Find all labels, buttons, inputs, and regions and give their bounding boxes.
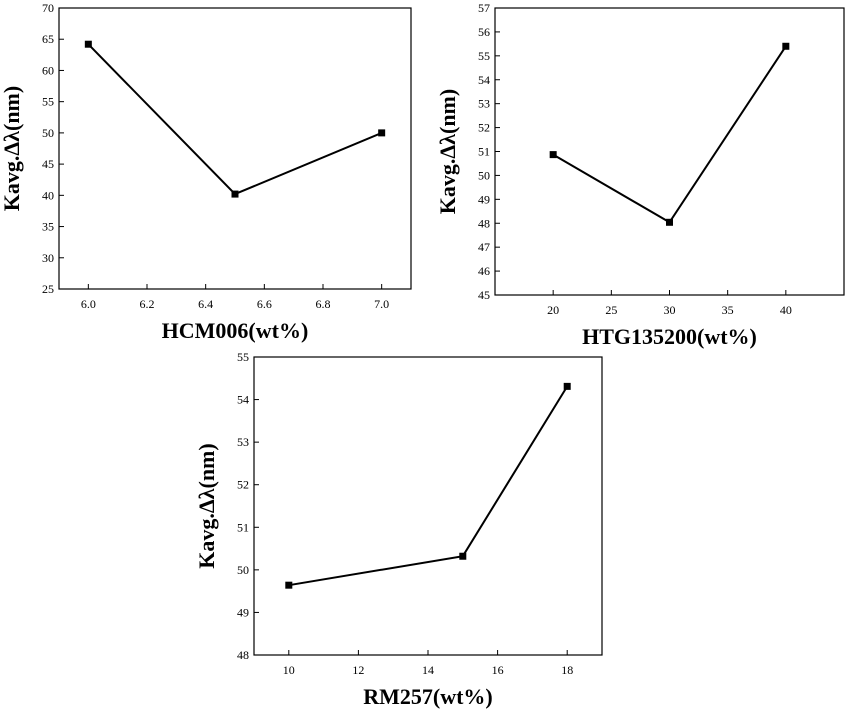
plot-frame <box>253 356 603 656</box>
y-tick-label: 70 <box>42 1 54 15</box>
x-axis-title: HTG135200(wt%) <box>582 324 757 349</box>
x-tick-label: 6.8 <box>316 297 331 311</box>
y-tick-label: 47 <box>478 240 490 254</box>
y-tick-label: 53 <box>478 97 490 111</box>
x-tick-label: 7.0 <box>374 297 389 311</box>
data-point <box>285 581 293 589</box>
y-tick-label: 53 <box>237 435 249 449</box>
y-tick-label: 40 <box>42 188 54 202</box>
y-tick-label: 30 <box>42 251 54 265</box>
y-tick-label: 56 <box>478 25 490 39</box>
y-tick-label: 46 <box>478 264 490 278</box>
y-tick-label: 51 <box>478 145 490 159</box>
y-tick-label: 25 <box>42 282 54 296</box>
y-tick-label: 55 <box>42 95 54 109</box>
x-tick-label: 30 <box>664 303 676 317</box>
y-tick-label: 60 <box>42 63 54 77</box>
y-tick-label: 52 <box>478 121 490 135</box>
x-tick-label: 18 <box>561 663 573 677</box>
series-line <box>552 45 787 224</box>
x-tick-label: 25 <box>605 303 617 317</box>
y-tick-label: 50 <box>237 563 249 577</box>
y-tick-label: 51 <box>237 520 249 534</box>
y-tick-label: 54 <box>237 393 249 407</box>
y-axis-title: Kavg.Δλ(nm) <box>0 86 24 211</box>
y-tick-label: 35 <box>42 220 54 234</box>
chart-rm257: 10 12 14 16 18 48 49 50 51 52 53 54 55 RM257(wt%) Kavg… <box>194 350 603 709</box>
x-tick-label: 10 <box>283 663 295 677</box>
data-point <box>459 552 467 560</box>
series-line <box>288 385 569 587</box>
y-tick-label: 45 <box>478 288 490 302</box>
y-tick-label: 52 <box>237 478 249 492</box>
y-tick-label: 54 <box>478 73 490 87</box>
x-tick-label: 35 <box>722 303 734 317</box>
data-point <box>231 190 239 198</box>
y-axis-title: Kavg.Δλ(nm) <box>194 443 219 568</box>
chart-htg135200: 20 25 30 35 40 45 46 47 48 49 50 51 52 53 54 55 56 57 HTG1… <box>435 1 845 349</box>
y-tick-label: 65 <box>42 32 54 46</box>
data-point <box>84 40 92 48</box>
data-point <box>782 42 790 50</box>
x-tick-label: 6.0 <box>81 297 96 311</box>
x-tick-label: 14 <box>422 663 434 677</box>
data-point <box>563 382 571 390</box>
x-tick-label: 20 <box>547 303 559 317</box>
y-axis-title: Kavg.Δλ(nm) <box>435 89 460 214</box>
x-tick-label: 16 <box>492 663 504 677</box>
x-tick-label: 6.6 <box>257 297 272 311</box>
x-tick-label: 6.2 <box>140 297 155 311</box>
plot-frame <box>58 7 412 290</box>
x-axis-title: RM257(wt%) <box>363 684 493 709</box>
y-tick-label: 48 <box>237 648 249 662</box>
y-tick-label: 49 <box>478 192 490 206</box>
y-tick-label: 55 <box>478 49 490 63</box>
data-point <box>549 151 557 159</box>
y-tick-label: 45 <box>42 157 54 171</box>
x-tick-label: 12 <box>352 663 364 677</box>
y-tick-label: 50 <box>478 168 490 182</box>
x-tick-label: 6.4 <box>198 297 213 311</box>
x-tick-label: 40 <box>780 303 792 317</box>
y-tick-label: 48 <box>478 216 490 230</box>
series-line <box>87 43 383 196</box>
plot-frame <box>494 7 845 296</box>
y-tick-label: 49 <box>237 605 249 619</box>
x-axis-title: HCM006(wt%) <box>162 318 309 343</box>
y-tick-label: 55 <box>237 350 249 364</box>
chart-hcm006: 6.0 6.2 6.4 6.6 6.8 7.0 25 30 35 40 45 50 55 60 65 70 HC… <box>0 1 412 343</box>
y-tick-label: 57 <box>478 1 490 15</box>
data-point <box>378 129 386 137</box>
data-point <box>666 218 673 226</box>
y-tick-label: 50 <box>42 126 54 140</box>
